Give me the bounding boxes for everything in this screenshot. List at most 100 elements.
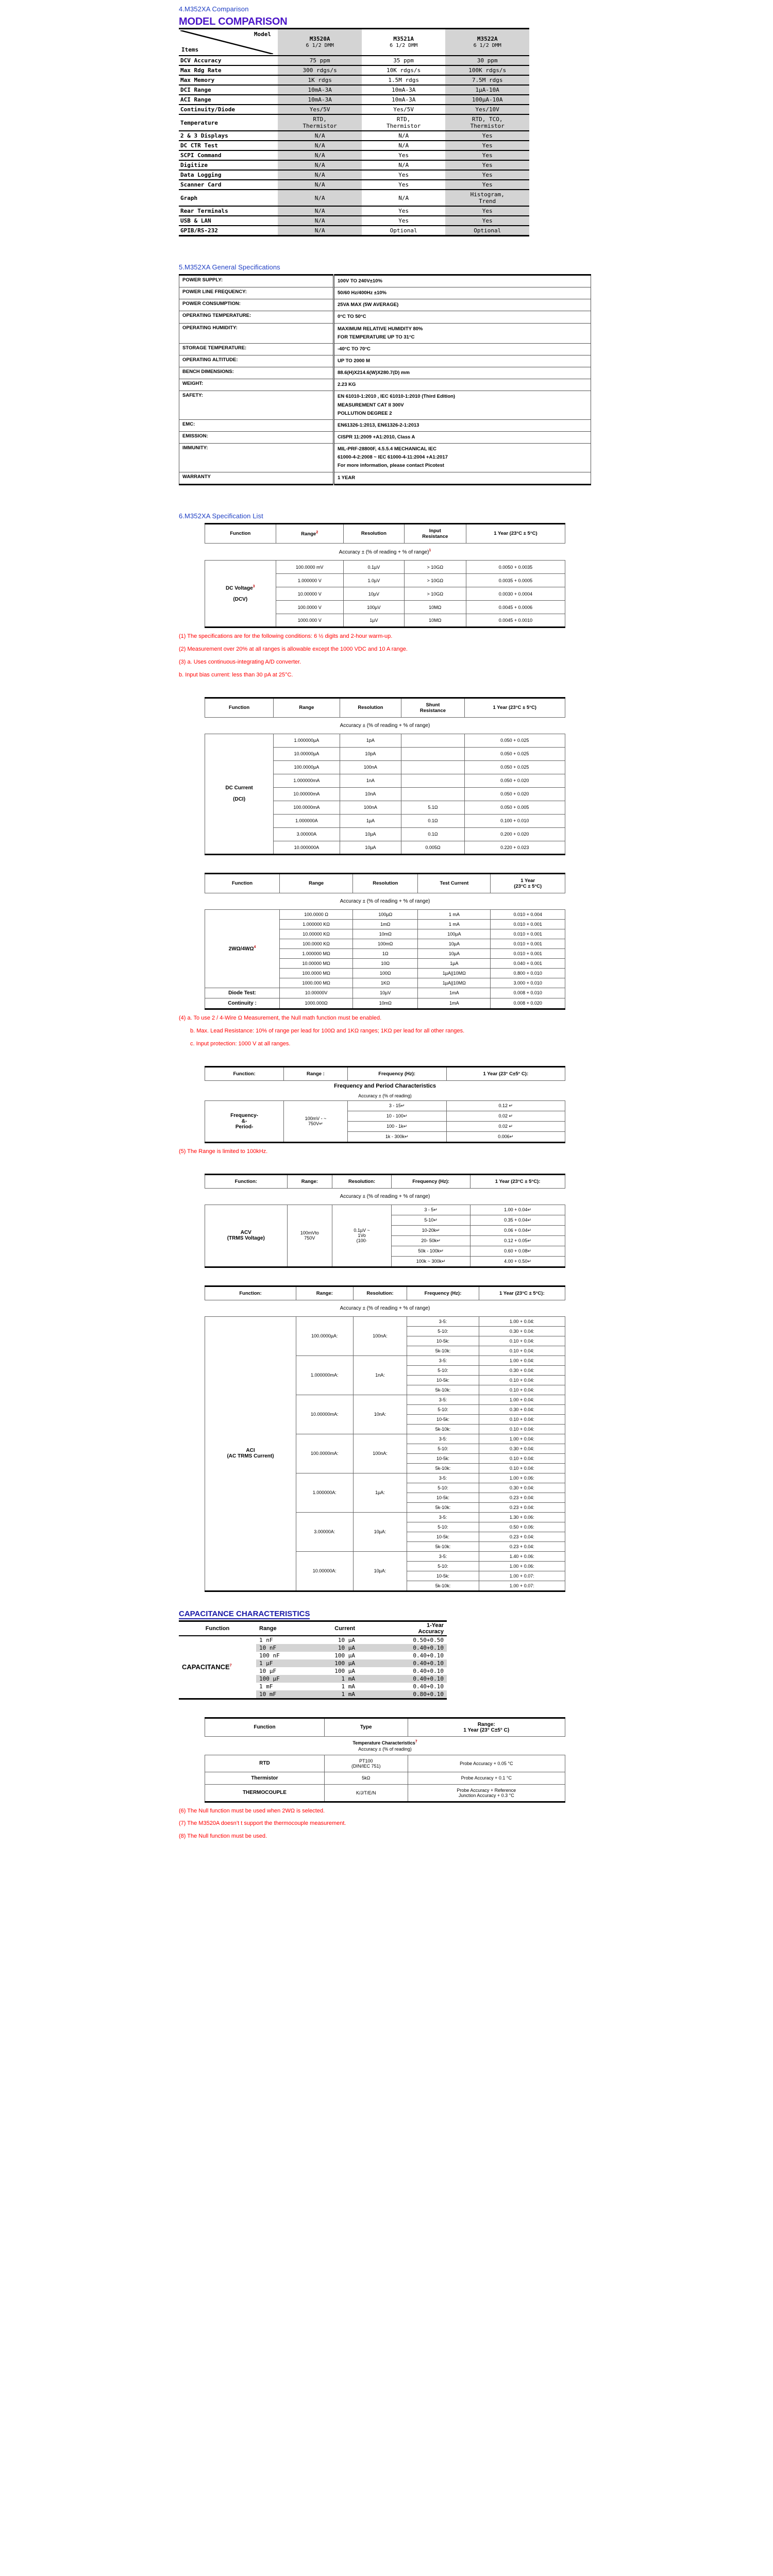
column-header: Resolution: [352, 873, 418, 893]
comparison-cell: N/A: [278, 160, 362, 171]
resolution-cell: 1KΩ: [352, 977, 418, 988]
note-6: (6) The Null function must be used when …: [179, 1807, 325, 1814]
resolution-cell: 0.1µV: [343, 560, 405, 574]
spec-key: SAFETY:: [179, 391, 334, 420]
shunt-resistance-cell: 0.1Ω: [401, 814, 465, 828]
accuracy-cell: 0.30 + 0.04:: [478, 1404, 566, 1415]
resolution-cell: 10µA: [339, 840, 402, 855]
table-row: 5-10: 0.30 + 0.04:: [205, 1365, 566, 1376]
accuracy-cell: 0.23 + 0.04:: [478, 1502, 566, 1513]
column-header: Range:: [287, 1174, 333, 1189]
accuracy-cell: 0.010 + 0.001: [490, 919, 565, 929]
comparison-row-label: Data Logging: [179, 170, 278, 180]
resolution-cell: 100mΩ: [352, 938, 418, 949]
accuracy-cell: 0.800 + 0.010: [490, 968, 565, 978]
spec-key: WARRANTY: [179, 471, 334, 485]
column-header: 1 Year (23°C ± 5°C):: [470, 1174, 565, 1189]
frequency-cell: 5k-10k:: [407, 1384, 479, 1395]
resolution-cell: 10nA:: [352, 1394, 408, 1434]
resolution-cell: 10mΩ: [352, 997, 418, 1009]
table-row: USB & LAN N/A Yes Yes: [179, 216, 529, 226]
table-row: 5-10: 1.00 + 0.06:: [205, 1561, 566, 1571]
resolution-cell: 1µA:: [352, 1472, 408, 1513]
accuracy-cell: 1.00 + 0.06:: [478, 1472, 566, 1483]
range-cell: 10.00000µA: [273, 747, 340, 761]
resolution-cell: 100µV: [343, 600, 405, 614]
note-4a: (4) a. To use 2 / 4-Wire Ω Measurement, …: [179, 1014, 382, 1021]
table-row: 1.000000mA 1nA 0.050 + 0.020: [205, 773, 566, 788]
column-header: Range: [273, 697, 340, 718]
temperature-accuracy-caption: Accuracy ± (% of reading): [358, 1746, 412, 1752]
current-cell: 1 mA: [313, 1690, 369, 1699]
spec-value: EN61326-1:2013, EN61326-2-1:2013: [333, 419, 591, 432]
accuracy-cell: 1.00 + 0.07:: [478, 1570, 566, 1581]
resolution-cell: 1µA: [339, 814, 402, 828]
spec-key: POWER SUPPLY:: [179, 274, 334, 288]
comparison-row-label: DC CTR Test: [179, 141, 278, 151]
table-row: 10 µF 100 µA 0.40+0.10: [179, 1667, 447, 1675]
column-header: Function:: [205, 1174, 288, 1189]
frequency-cell: 5-10:: [407, 1482, 479, 1493]
accuracy-cell: 0.0045 + 0.0006: [465, 600, 566, 614]
resolution-cell: 10µV: [343, 587, 405, 601]
shunt-resistance-cell: 5.1Ω: [401, 800, 465, 815]
comparison-column-header: M3520A 6 1/2 DMM: [278, 28, 362, 56]
resolution-cell: 1pA: [339, 733, 402, 748]
resolution-cell: 10pA: [339, 747, 402, 761]
table-row: 5k-10k: 0.10 + 0.04:: [205, 1384, 566, 1395]
table-row: Graph N/A N/A Histogram, Trend: [179, 190, 529, 207]
input-resistance-cell: 10MΩ: [404, 600, 466, 614]
resolution-cell: 10nA: [339, 787, 402, 801]
table-row: WEIGHT: 2.23 KG: [179, 379, 591, 392]
dci-accuracy-caption: Accuracy ± (% of reading + % of range): [340, 722, 430, 728]
dci-spec-table: Accuracy ± (% of reading + % of range) F…: [204, 697, 566, 855]
table-row: Rear Terminals N/A Yes Yes: [179, 206, 529, 216]
note-8: (8) The Null function must be used.: [179, 1833, 267, 1840]
range-cell: Probe Accuracy + Reference Junction Accur…: [407, 1784, 566, 1802]
frequency-cell: 10-5k:: [407, 1492, 479, 1503]
frequency-title: Frequency and Period Characteristics: [333, 1082, 436, 1089]
comparison-row-label: 2 & 3 Displays: [179, 131, 278, 141]
table-row: STORAGE TEMPERATURE: -40°C TO 70°C: [179, 343, 591, 355]
table-row: 10-5k: 0.10 + 0.04:: [205, 1453, 566, 1464]
table-row: POWER CONSUMPTION: 25VA MAX (5W AVERAGE): [179, 299, 591, 312]
accuracy-cell: 0.35 + 0.04↵: [470, 1214, 565, 1226]
table-row: OPERATING ALTITUDE: UP TO 2000 M: [179, 354, 591, 368]
frequency-spec-table: Frequency and Period Characteristics Acc…: [204, 1065, 566, 1143]
accuracy-cell: 0.220 + 0.023: [464, 840, 566, 855]
frequency-cell: 10-20k↵: [391, 1225, 471, 1236]
function-label: Diode Test:: [204, 987, 280, 998]
column-header: Function: [205, 523, 276, 544]
accuracy-cell: 0.0030 + 0.0004: [465, 587, 566, 601]
comparison-cell: 1µA-10A: [445, 85, 529, 95]
accuracy-cell: 0.010 + 0.001: [490, 928, 565, 939]
column-header: 1 Year (23°C ± 5°C):: [478, 1285, 566, 1300]
column-header: Range2: [275, 523, 344, 544]
range-cell: 1.000000 MΩ: [279, 948, 354, 959]
comparison-cell: N/A: [361, 141, 446, 151]
column-header: Range: [256, 1621, 313, 1636]
table-row: SCPI Command N/A Yes Yes: [179, 150, 529, 161]
accuracy-cell: 0.050 + 0.005: [464, 800, 566, 815]
accuracy-cell: 0.02 ↵: [446, 1121, 566, 1132]
table-row: 1 mF 1 mA 0.40+0.10: [179, 1683, 447, 1690]
table-row: EMISSION: CISPR 11:2009 +A1:2010, Class A: [179, 431, 591, 444]
range-cell: 10.00000 V: [275, 587, 344, 601]
accuracy-cell: 0.40+0.10: [413, 1667, 444, 1674]
frequency-cell: 100 - 1k↵: [347, 1121, 447, 1132]
test-current-cell: 1µA||10MΩ: [417, 968, 491, 978]
accuracy-cell: 1.00 + 0.04:: [478, 1316, 566, 1327]
resolution-cell: 10mΩ: [352, 928, 418, 939]
comparison-row-label: ACI Range: [179, 95, 278, 105]
spec-value: EN 61010-1:2010 , IEC 61010-1:2010 (Thir…: [333, 391, 591, 420]
column-header: 1 Year (23°C ± 5°C): [465, 523, 566, 544]
range-cell: 3.00000A:: [296, 1512, 354, 1552]
frequency-cell: 10-5k:: [407, 1335, 479, 1346]
accuracy-cell: 0.050 + 0.025: [464, 747, 566, 761]
comparison-cell: N/A: [278, 190, 362, 207]
accuracy-cell: 0.30 + 0.04:: [478, 1326, 566, 1336]
frequency-cell: 3-5:: [407, 1551, 479, 1562]
table-row: OPERATING TEMPERATURE: 0°C TO 50°C: [179, 311, 591, 324]
footnote-ref-1: 1: [429, 548, 431, 552]
comparison-row-label: Max Memory: [179, 75, 278, 86]
